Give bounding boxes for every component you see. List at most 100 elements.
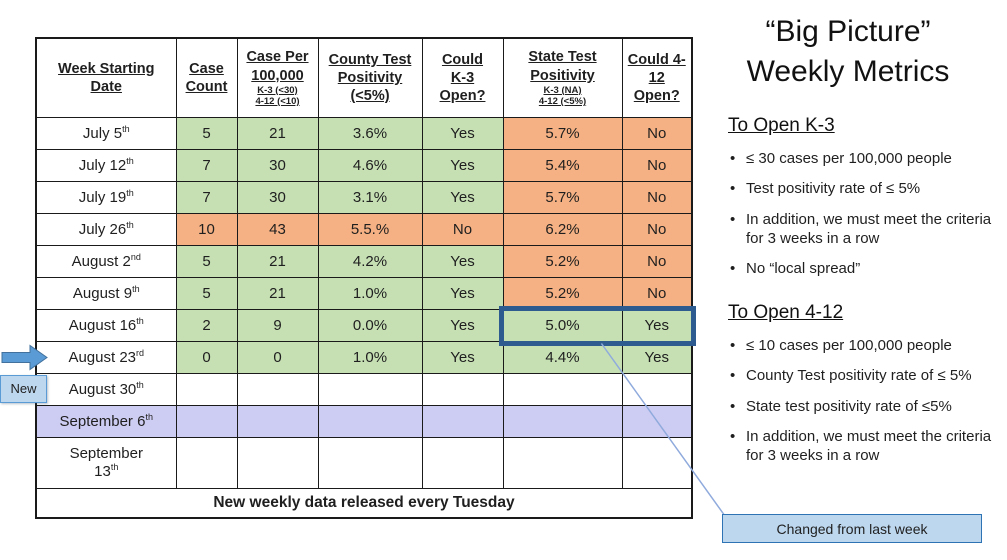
table-row: September 13th: [35, 437, 693, 489]
date-cell: September 6th: [35, 405, 177, 438]
metric-cell: 5.2%: [502, 245, 623, 278]
metric-cell: 5.4%: [502, 149, 623, 182]
column-header-6: Could 4- 12 Open?: [621, 37, 693, 118]
ordinal-suffix: th: [132, 283, 140, 294]
metric-cell: Yes: [621, 341, 693, 374]
metric-cell: Yes: [421, 117, 504, 150]
metric-cell: [175, 405, 238, 438]
table-row: August 2nd 5 21 4.2% Yes 5.2% No: [35, 245, 693, 278]
metric-cell: 5.7%: [502, 117, 623, 150]
date-cell: August 23rd: [35, 341, 177, 374]
metric-cell: 43: [236, 213, 319, 246]
metric-cell: 0: [175, 341, 238, 374]
metric-cell: No: [621, 117, 693, 150]
column-header-label: Case Per 100,000: [246, 49, 309, 84]
ordinal-suffix: th: [126, 187, 134, 198]
column-header-label: Could K-3 Open?: [439, 51, 486, 105]
metric-cell: [621, 437, 693, 489]
metric-cell: 5.7%: [502, 181, 623, 214]
metric-cell: No: [621, 213, 693, 246]
metric-cell: 5: [175, 245, 238, 278]
metric-cell: 3.6%: [317, 117, 423, 150]
date-cell: July 26th: [35, 213, 177, 246]
metric-cell: [502, 437, 623, 489]
metric-cell: 5.5.%: [317, 213, 423, 246]
metric-cell: 9: [236, 309, 319, 342]
metric-cell: [236, 373, 319, 406]
new-label: New: [0, 374, 47, 403]
metric-cell: [175, 437, 238, 489]
metric-cell: Yes: [421, 277, 504, 310]
column-header-1: Case Count: [175, 37, 238, 118]
metric-cell: Yes: [421, 341, 504, 374]
metric-cell: 21: [236, 117, 319, 150]
metric-cell: 10: [175, 213, 238, 246]
metric-cell: [421, 437, 504, 489]
metric-cell: [236, 405, 319, 438]
metric-cell: 5: [175, 277, 238, 310]
criteria-sections: To Open K-3 ≤ 30 cases per 100,000 people…: [698, 115, 998, 465]
table-row: July 19th 7 30 3.1% Yes 5.7% No: [35, 181, 693, 214]
column-header-3: County Test Positivity (<5%): [317, 37, 423, 118]
ordinal-suffix: th: [126, 219, 134, 230]
metric-cell: 5.0%: [502, 309, 623, 342]
metric-cell: 4.6%: [317, 149, 423, 182]
metric-cell: No: [621, 277, 693, 310]
ordinal-suffix: nd: [130, 251, 141, 262]
table-row: July 26th 10 43 5.5.% No 6.2% No: [35, 213, 693, 246]
metric-cell: No: [621, 181, 693, 214]
metric-cell: 0.0%: [317, 309, 423, 342]
bullet-item: In addition, we must meet the criteria f…: [728, 427, 998, 465]
bullet-item: No “local spread”: [728, 259, 998, 278]
table-row: August 16th 2 9 0.0% Yes 5.0% Yes: [35, 309, 693, 342]
table-row: August 23rd 0 0 1.0% Yes 4.4% Yes: [35, 341, 693, 374]
metric-cell: [236, 437, 319, 489]
ordinal-suffix: th: [122, 123, 130, 134]
date-cell: July 19th: [35, 181, 177, 214]
metric-cell: 6.2%: [502, 213, 623, 246]
metric-cell: 4.2%: [317, 245, 423, 278]
ordinal-suffix: rd: [136, 347, 145, 358]
ordinal-suffix: th: [110, 462, 119, 472]
column-header-label: Week Starting Date: [58, 60, 155, 95]
column-header-label: State Test Positivity: [528, 49, 597, 84]
table-row: August 30th: [35, 373, 693, 406]
bullet-list: ≤ 30 cases per 100,000 people Test positi…: [728, 149, 998, 278]
metric-cell: 5.2%: [502, 277, 623, 310]
date-cell: August 30th: [35, 373, 177, 406]
metric-cell: 30: [236, 149, 319, 182]
metric-cell: Yes: [421, 149, 504, 182]
slide-title: “Big Picture” Weekly Metrics: [746, 15, 950, 88]
table-footer-row: New weekly data released every Tuesday: [35, 488, 693, 519]
ordinal-suffix: th: [145, 411, 153, 422]
metric-cell: No: [621, 245, 693, 278]
metric-cell: Yes: [621, 309, 693, 342]
metric-cell: [502, 405, 623, 438]
metric-cell: 21: [236, 277, 319, 310]
metric-cell: [421, 405, 504, 438]
metric-cell: Yes: [421, 181, 504, 214]
column-header-subnote: K-3 (NA): [543, 84, 582, 96]
metric-cell: [317, 373, 423, 406]
table-row: September 6th: [35, 405, 693, 438]
column-header-label: Could 4- 12 Open?: [627, 51, 686, 105]
metric-cell: 2: [175, 309, 238, 342]
metric-cell: 3.1%: [317, 181, 423, 214]
ordinal-suffix: th: [136, 379, 144, 390]
metric-cell: 21: [236, 245, 319, 278]
table-row: July 12th 7 30 4.6% Yes 5.4% No: [35, 149, 693, 182]
bullet-item: In addition, we must meet the criteria f…: [728, 210, 998, 248]
weekly-metrics-table-wrap: Week Starting Date Case Count Case Per 100…: [35, 37, 693, 519]
date-cell: August 16th: [35, 309, 177, 342]
bullet-item: ≤ 10 cases per 100,000 people: [728, 336, 998, 355]
column-header-subnote: 4-12 (<10): [255, 96, 300, 108]
metric-cell: [317, 437, 423, 489]
side-panel: “Big Picture” Weekly Metrics To Open K-3…: [698, 12, 998, 476]
ordinal-suffix: th: [136, 315, 144, 326]
metric-cell: No: [421, 213, 504, 246]
column-header-5: State Test Positivity K-3 (NA) 4-12 (<5%): [502, 37, 623, 118]
metric-cell: 4.4%: [502, 341, 623, 374]
weekly-metrics-table: Week Starting Date Case Count Case Per 100…: [35, 37, 693, 519]
bullet-list: ≤ 10 cases per 100,000 people County Test…: [728, 336, 998, 465]
